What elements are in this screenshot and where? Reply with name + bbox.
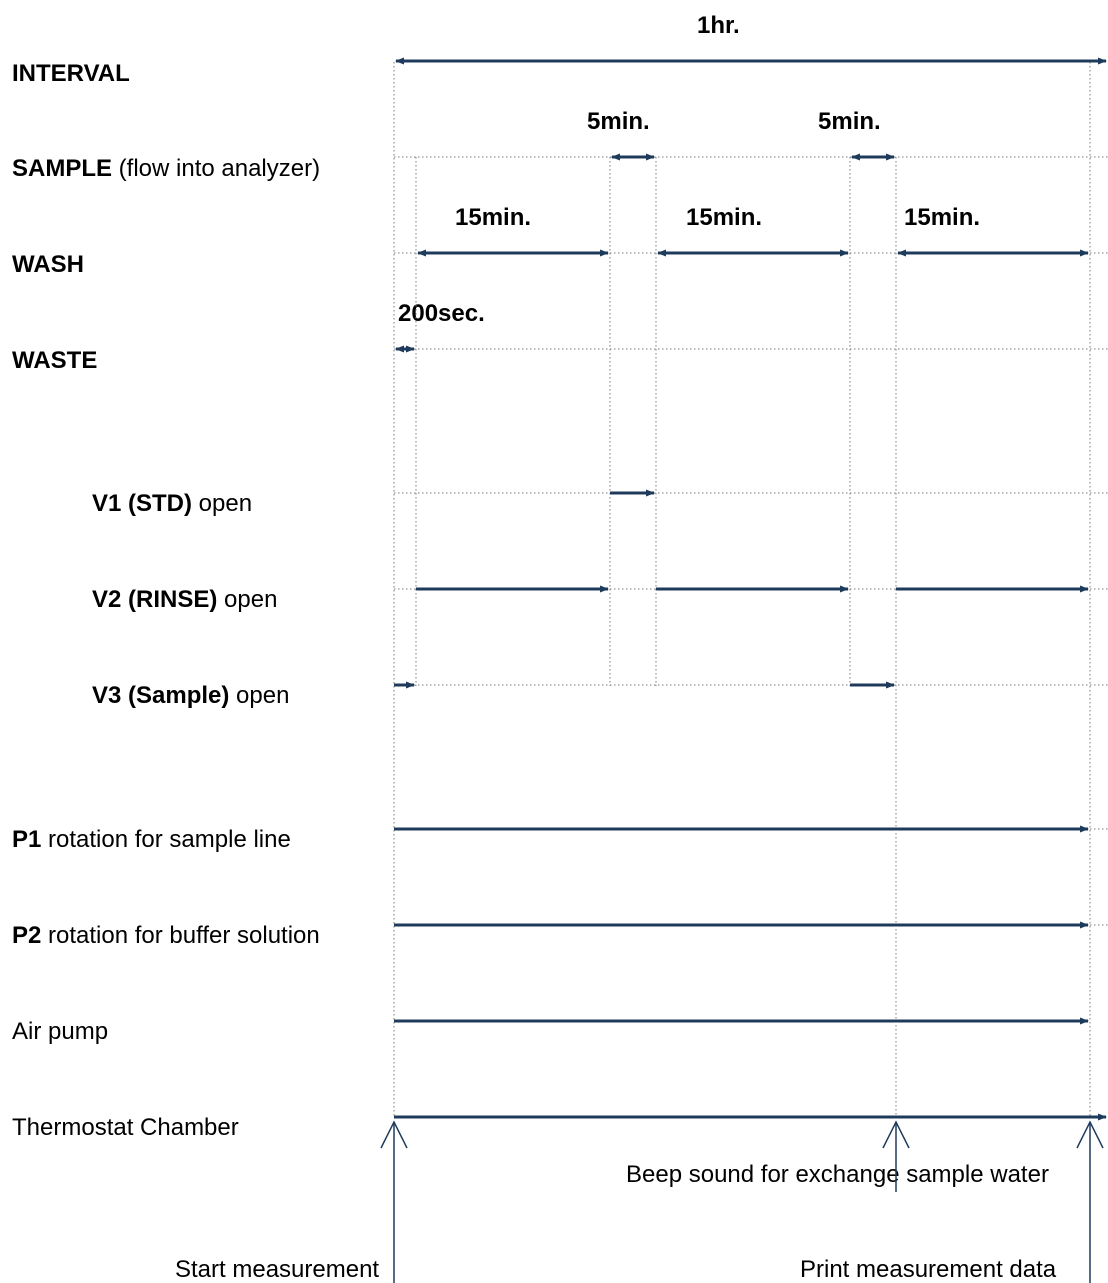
row-label-air: Air pump — [12, 1020, 108, 1044]
row-label-p2: P2 rotation for buffer solution — [12, 924, 320, 948]
row-label-v1-rest: open — [192, 490, 253, 517]
row-label-sample: SAMPLE (flow into analyzer) — [12, 157, 320, 181]
row-label-sample-rest: (flow into analyzer) — [112, 155, 321, 182]
row-label-p1: P1 rotation for sample line — [12, 828, 291, 852]
duration-sample-1: 5min. — [587, 108, 650, 135]
row-label-wash-bold: WASH — [12, 251, 84, 278]
duration-waste: 200sec. — [398, 300, 485, 327]
row-label-p2-bold: P2 — [12, 922, 42, 949]
duration-wash-3: 15min. — [904, 204, 981, 231]
event-beep-label: Beep sound for exchange sample water — [626, 1161, 1049, 1188]
row-label-wash: WASH — [12, 253, 84, 277]
duration-wash-1: 15min. — [455, 204, 532, 231]
row-label-v3: V3 (Sample) open — [92, 684, 289, 708]
row-label-waste-bold: WASTE — [12, 347, 98, 374]
duration-interval: 1hr. — [697, 12, 740, 39]
duration-sample-2: 5min. — [818, 108, 881, 135]
row-label-interval-bold: INTERVAL — [12, 60, 130, 87]
row-label-interval: INTERVAL — [12, 62, 130, 86]
event-print-label: Print measurement data — [800, 1256, 1057, 1283]
row-label-v1-bold: V1 (STD) — [92, 490, 193, 517]
row-label-p2-rest: rotation for buffer solution — [41, 922, 320, 949]
event-print-pointer — [1076, 1120, 1104, 1283]
row-label-thermo: Thermostat Chamber — [12, 1116, 239, 1140]
duration-wash-2: 15min. — [686, 204, 763, 231]
row-label-thermo-rest: Thermostat Chamber — [12, 1114, 239, 1141]
row-label-v3-rest: open — [229, 682, 290, 709]
row-label-v2: V2 (RINSE) open — [92, 588, 277, 612]
row-label-sample-bold: SAMPLE — [12, 155, 113, 182]
row-label-air-rest: Air pump — [12, 1018, 109, 1045]
event-beep-pointer — [882, 1120, 910, 1192]
row-label-v3-bold: V3 (Sample) — [92, 682, 230, 709]
event-start-pointer — [380, 1120, 408, 1283]
row-label-v2-rest: open — [217, 586, 278, 613]
row-label-p1-rest: rotation for sample line — [41, 826, 291, 853]
row-label-v1: V1 (STD) open — [92, 492, 252, 516]
event-start-label: Start measurement — [175, 1256, 380, 1283]
row-label-v2-bold: V2 (RINSE) — [92, 586, 218, 613]
row-label-p1-bold: P1 — [12, 826, 42, 853]
row-label-waste: WASTE — [12, 349, 97, 373]
